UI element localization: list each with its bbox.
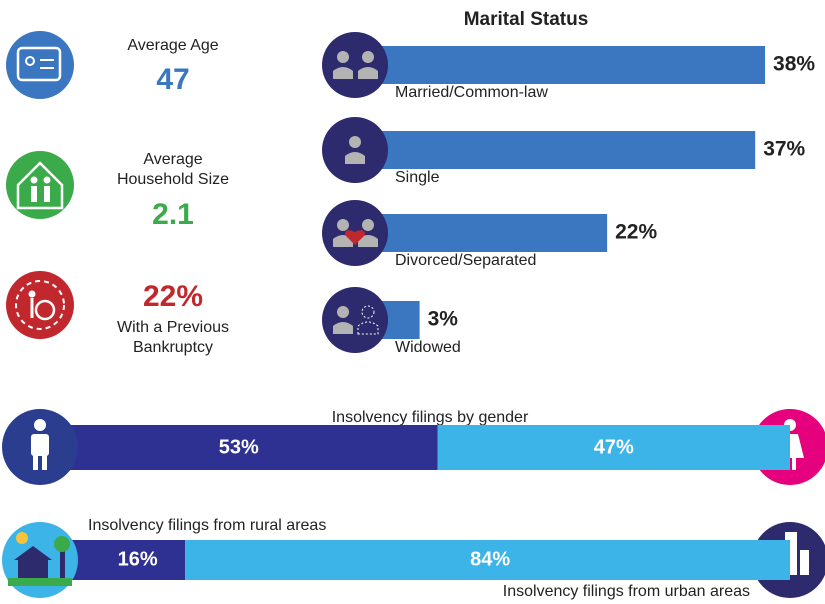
stat-label: Average Household Size: [116, 151, 230, 188]
bar: [350, 131, 756, 169]
building: [800, 550, 809, 575]
status-icon: [322, 287, 388, 353]
male-leg: [33, 454, 38, 470]
segment-label: 16%: [118, 548, 158, 570]
bar-segment: [437, 425, 790, 470]
household-icon: [6, 151, 74, 219]
id-card-head: [25, 56, 35, 66]
bar-value-label: 22%: [615, 221, 657, 244]
bar-value-label: 38%: [773, 53, 815, 76]
bar-label: Married/Common-law: [395, 84, 548, 101]
person-head: [337, 306, 349, 318]
person-head: [337, 219, 349, 231]
segment-label: 53%: [219, 436, 259, 458]
id-card: [16, 46, 62, 82]
bar-segment: [40, 425, 438, 470]
bar-value-label: 37%: [763, 138, 805, 161]
male-body: [31, 434, 49, 456]
area-label: Insolvency filings from rural areas: [88, 517, 326, 534]
person-body: [357, 321, 379, 335]
bar-segment: [185, 540, 790, 580]
family-body: [44, 186, 50, 202]
bar-label: Divorced/Separated: [395, 252, 536, 269]
stat-value: 2.1: [152, 198, 194, 231]
person-head: [337, 51, 349, 63]
family-head: [30, 176, 38, 184]
section-title: Insolvency filings by gender: [332, 409, 529, 426]
status-icon: [322, 32, 388, 98]
broken-heart: [345, 230, 365, 245]
segment-label: 84%: [470, 548, 510, 570]
stat-value: 47: [156, 63, 190, 96]
ground: [8, 578, 72, 586]
family-body: [31, 186, 37, 202]
person-head: [361, 305, 375, 319]
family-head: [43, 176, 51, 184]
person-head: [28, 290, 36, 298]
section-title: Marital Status: [464, 9, 589, 30]
bar-label: Widowed: [395, 339, 461, 356]
person-body: [358, 235, 378, 247]
stat-label: With a Previous Bankruptcy: [116, 319, 230, 356]
tree-top: [54, 536, 70, 552]
status-icon: [322, 117, 388, 183]
money-bag: [34, 299, 56, 321]
stat-value: 22%: [142, 280, 204, 313]
area-label: Insolvency filings from urban areas: [503, 583, 750, 600]
bar-label: Single: [395, 169, 440, 186]
house: [18, 558, 48, 578]
stat-label: Average Age: [127, 37, 219, 54]
bar: [350, 46, 766, 84]
segment-label: 47%: [594, 436, 634, 458]
person-head: [362, 51, 374, 63]
male-leg: [42, 454, 47, 470]
person-head: [362, 219, 374, 231]
bar-value-label: 3%: [428, 308, 459, 331]
bar: [350, 214, 608, 252]
person-head: [349, 136, 361, 148]
person-body: [358, 67, 378, 79]
female-leg: [792, 456, 796, 470]
person-body: [345, 152, 365, 164]
bankruptcy-ring: [15, 280, 65, 330]
person-body: [333, 322, 353, 334]
sun: [16, 532, 28, 544]
male-head: [34, 419, 46, 431]
person-body: [333, 67, 353, 79]
bar-segment: [70, 540, 186, 580]
tree: [60, 548, 65, 578]
roof: [14, 546, 52, 560]
house: [16, 161, 64, 210]
